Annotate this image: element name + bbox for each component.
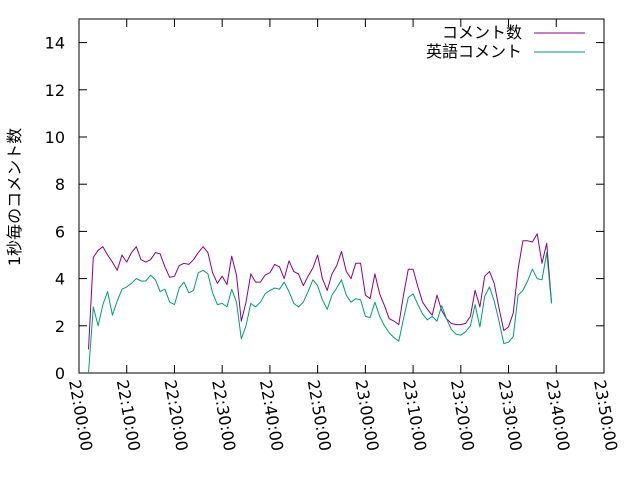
y-tick-label: 12 (45, 81, 65, 100)
x-tick-label: 23:20:00 (447, 378, 478, 452)
series-line-2 (88, 252, 552, 374)
y-tick-label: 6 (55, 222, 65, 241)
x-tick-label: 23:00:00 (351, 378, 382, 452)
x-tick-label: 23:10:00 (399, 378, 430, 452)
x-tick-label: 22:30:00 (208, 378, 239, 452)
x-tick-label: 22:00:00 (65, 378, 96, 452)
x-tick-label: 23:40:00 (542, 378, 573, 452)
y-tick-label: 8 (55, 175, 65, 194)
axes: 0 2 4 6 8 10 12 14 22:00:00 22:10:00 22:20:00 22:30… (45, 18, 621, 452)
x-tick-label: 23:50:00 (590, 378, 621, 452)
y-tick-label: 0 (55, 364, 65, 383)
y-tick-label: 10 (45, 128, 65, 147)
series-lines (88, 233, 552, 374)
y-tick-label: 14 (45, 34, 65, 53)
x-tick-label: 22:50:00 (304, 378, 335, 452)
y-axis-label: 1秒毎のコメント数 (5, 128, 24, 266)
legend-label-2: 英語コメント (426, 42, 522, 61)
x-tick-label: 23:30:00 (495, 378, 526, 452)
series-line-1 (88, 233, 552, 350)
x-tick-label: 22:40:00 (256, 378, 287, 452)
x-tick-label: 22:10:00 (113, 378, 144, 452)
y-tick-label: 4 (55, 270, 65, 289)
y-tick-label: 2 (55, 317, 65, 336)
plot-frame (78, 18, 605, 374)
legend-label-1: コメント数 (442, 23, 522, 42)
x-tick-label: 22:20:00 (161, 378, 192, 452)
